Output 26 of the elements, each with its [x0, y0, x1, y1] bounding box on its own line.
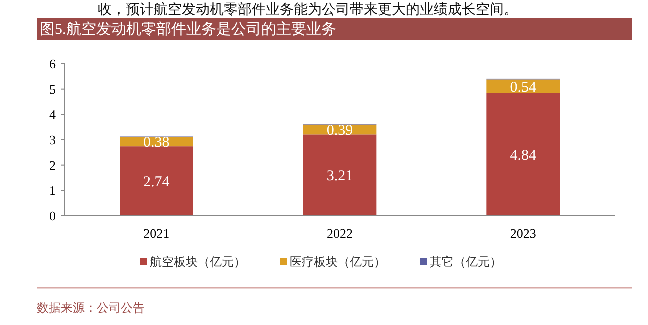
bar — [486, 80, 560, 94]
bar — [303, 134, 377, 216]
x-tick-label: 2022 — [327, 226, 353, 241]
data-label: 3.21 — [326, 168, 354, 185]
data-label: 0.38 — [144, 135, 170, 152]
data-label: 2.74 — [144, 174, 170, 191]
text: 收，预计航空发动机零部件业务能为公司带来更大的业绩成长空间。 — [98, 2, 518, 18]
y-tick-label: 2 — [50, 158, 56, 173]
source-note: 数据来源：公司公告 — [37, 301, 145, 315]
data-label: 0.39 — [326, 122, 354, 139]
y-tick-label: 0 — [50, 208, 56, 224]
data-label: 4.84 — [510, 148, 537, 164]
legend-label: 航空板块（亿元） — [150, 255, 246, 270]
y-tick-label: 4 — [50, 107, 56, 122]
data-label: 0.54 — [510, 80, 537, 96]
y-tick-label: 3 — [50, 132, 56, 148]
x-tick-label: 2021 — [144, 226, 170, 241]
y-tick-label: 5 — [50, 82, 56, 97]
y-tick-label: 1 — [50, 183, 56, 198]
y-tick-label: 6 — [50, 56, 56, 72]
legend-label: 其它（亿元） — [430, 255, 502, 270]
bar — [486, 93, 560, 216]
chart-title: 图5.航空发动机零部件业务是公司的主要业务 — [40, 21, 336, 38]
legend-label: 医疗板块（亿元） — [290, 255, 386, 270]
bar — [120, 146, 194, 216]
x-tick-label: 2023 — [510, 226, 536, 241]
